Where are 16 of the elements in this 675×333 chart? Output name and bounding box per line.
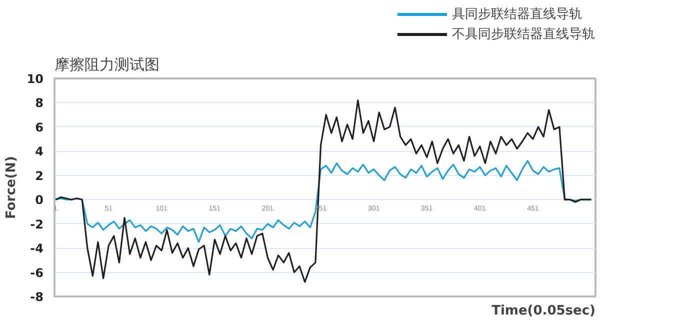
x-axis-title: Time(0.05sec) bbox=[492, 304, 596, 318]
y-tick-label: 0 bbox=[35, 193, 44, 208]
y-tick-label: 2 bbox=[35, 168, 44, 183]
legend-label: 不具同步联结器直线导轨 bbox=[452, 26, 595, 43]
y-tick-label: 4 bbox=[35, 144, 44, 159]
y-tick-label: 10 bbox=[26, 72, 44, 86]
chart-title: 摩擦阻力测试图 bbox=[54, 56, 160, 74]
line-series bbox=[54, 100, 592, 283]
y-tick-label: -2 bbox=[30, 217, 44, 232]
y-axis-title: Force(N) bbox=[4, 156, 19, 219]
y-tick-label: -4 bbox=[30, 242, 44, 256]
y-tick-label: 6 bbox=[35, 120, 44, 134]
y-tick-label: -8 bbox=[30, 290, 44, 304]
y-tick-label: 8 bbox=[35, 96, 44, 110]
y-tick-label: -6 bbox=[30, 266, 44, 280]
legend-label: 具同步联结器直线导轨 bbox=[452, 6, 582, 23]
